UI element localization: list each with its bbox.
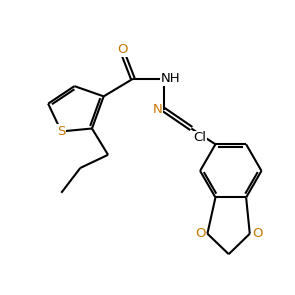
Text: Cl: Cl xyxy=(194,131,207,144)
Text: NH: NH xyxy=(161,72,181,85)
Text: O: O xyxy=(252,227,262,240)
Text: O: O xyxy=(195,227,205,240)
Text: O: O xyxy=(117,43,128,56)
Text: N: N xyxy=(152,103,162,116)
Text: S: S xyxy=(57,125,65,138)
